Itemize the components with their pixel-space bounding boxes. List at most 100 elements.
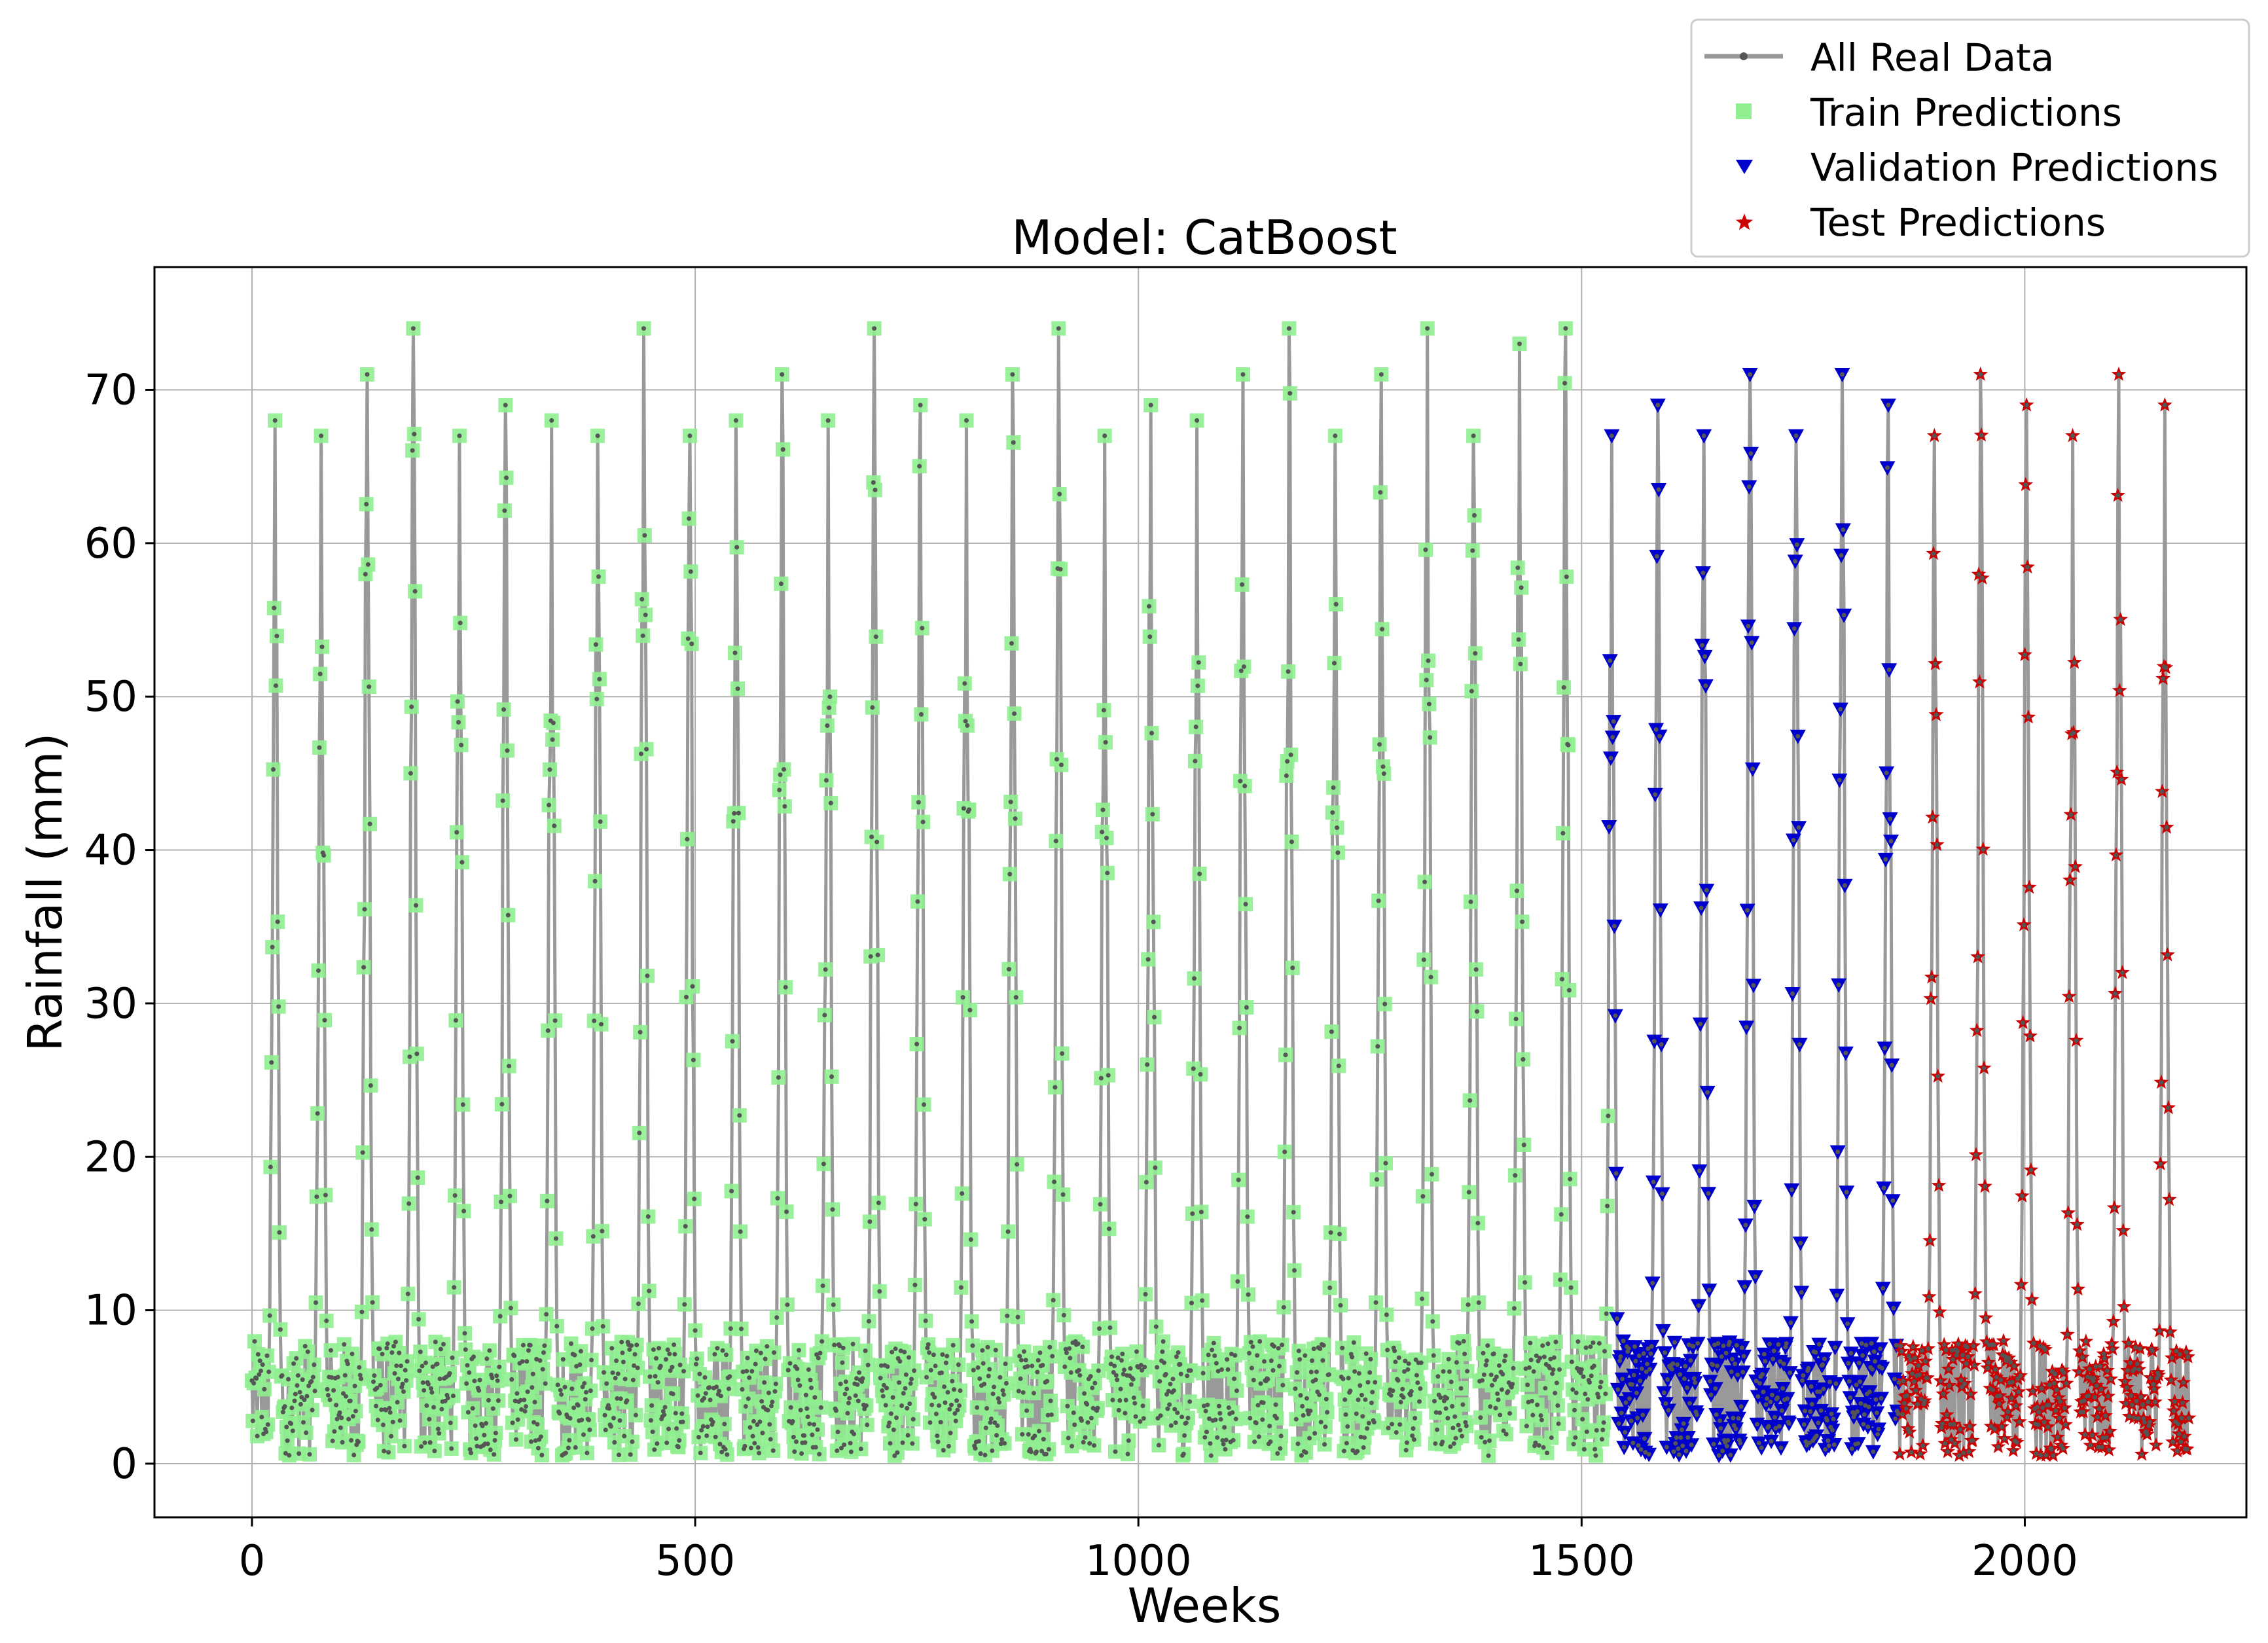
real-data-point [1441,1369,1446,1374]
real-data-point [1326,1372,1331,1377]
real-data-point [1035,1369,1040,1375]
real-data-point [1623,1430,1628,1435]
real-data-point [1390,1422,1394,1427]
y-tick-label: 30 [84,980,137,1028]
real-data-point [1246,1292,1251,1297]
real-data-point [1813,1350,1818,1355]
real-data-point [1778,1445,1784,1451]
real-data-point [1143,1180,1149,1185]
real-data-point [1548,1356,1553,1362]
real-data-point [846,1400,851,1405]
real-data-point [575,1403,581,1408]
real-data-point [459,859,465,865]
real-data-point [832,1343,837,1348]
real-data-point [1445,1396,1449,1401]
real-data-point [1947,1383,1952,1388]
real-data-point [1414,1373,1419,1378]
real-data-point [364,501,369,507]
real-data-point [782,767,786,772]
real-data-point [833,1408,838,1413]
real-data-point [332,1429,337,1434]
real-data-point [988,1420,993,1425]
real-data-point [1438,1395,1443,1400]
real-data-point [1978,372,1983,377]
real-data-point [1918,1451,1923,1456]
real-data-point [1424,677,1429,683]
x-tick-label: 2000 [1971,1537,2078,1585]
real-data-point [2134,1399,2139,1403]
real-data-point [1661,1328,1666,1333]
real-data-point [722,1422,727,1426]
real-data-point [1700,643,1704,648]
real-data-point [1806,1365,1811,1371]
real-data-point [292,1398,297,1403]
real-data-point [1743,1223,1748,1227]
real-data-point [1423,547,1428,552]
real-data-point [885,1364,890,1369]
real-data-point [367,684,372,689]
real-data-point [1530,1413,1536,1418]
real-data-point [2051,1381,2057,1386]
real-data-point [462,1331,467,1336]
real-data-point [1187,1399,1193,1404]
real-data-point [2186,1416,2191,1420]
real-data-point [372,1373,377,1378]
real-data-point [824,778,829,783]
real-data-point [1688,1358,1693,1363]
real-data-point [399,1363,403,1369]
real-data-point [1333,602,1339,607]
real-data-point [463,1347,468,1352]
real-data-point [274,634,279,639]
real-data-point [1888,816,1893,821]
real-data-point [307,1452,312,1457]
real-data-point [1015,1162,1020,1167]
real-data-point [1771,1348,1776,1354]
real-data-point [1237,1025,1242,1030]
real-data-point [1759,1445,1764,1451]
real-data-point [1107,1325,1113,1330]
real-data-point [2141,1416,2146,1421]
real-data-point [422,1440,427,1445]
real-data-point [250,1418,255,1424]
real-data-point [2083,1432,2087,1437]
real-data-point [696,1435,701,1439]
real-data-point [1649,1344,1654,1349]
real-data-point [2114,852,2119,858]
real-data-point [645,1214,651,1219]
real-data-point [1589,1373,1594,1379]
real-data-point [414,1051,420,1056]
real-data-point [913,1201,918,1206]
real-data-point [1621,1445,1627,1450]
real-data-point [822,1013,827,1018]
real-data-point [554,1324,560,1329]
real-data-point [945,1390,950,1395]
legend-label-test-predictions: Test Predictions [1810,200,2106,245]
real-data-point [1481,1350,1486,1356]
real-data-point [920,626,925,630]
real-data-point [927,1420,933,1425]
real-data-point [1960,1352,1966,1358]
real-data-point [1968,1392,1973,1397]
real-data-point [1809,1384,1814,1389]
real-data-point [1943,1441,1948,1446]
real-data-point [492,1452,497,1457]
real-data-point [780,447,785,452]
real-data-point [1716,1341,1721,1346]
real-data-point [755,1422,760,1427]
real-data-point [694,1356,700,1362]
real-data-point [1766,1424,1771,1429]
real-data-point [1108,1362,1113,1367]
real-data-point [982,1381,987,1386]
real-data-point [1971,1343,1976,1348]
real-data-point [2076,1287,2081,1292]
real-data-point [1024,1408,1030,1413]
real-data-point [259,1415,264,1420]
real-data-point [1775,1395,1780,1400]
real-data-point [1723,1350,1729,1356]
real-data-point [1773,1426,1778,1431]
real-data-point [1466,1302,1471,1307]
real-data-point [782,804,787,809]
real-data-point [1064,1350,1069,1356]
real-data-point [773,1381,778,1386]
real-data-point [1515,565,1521,570]
